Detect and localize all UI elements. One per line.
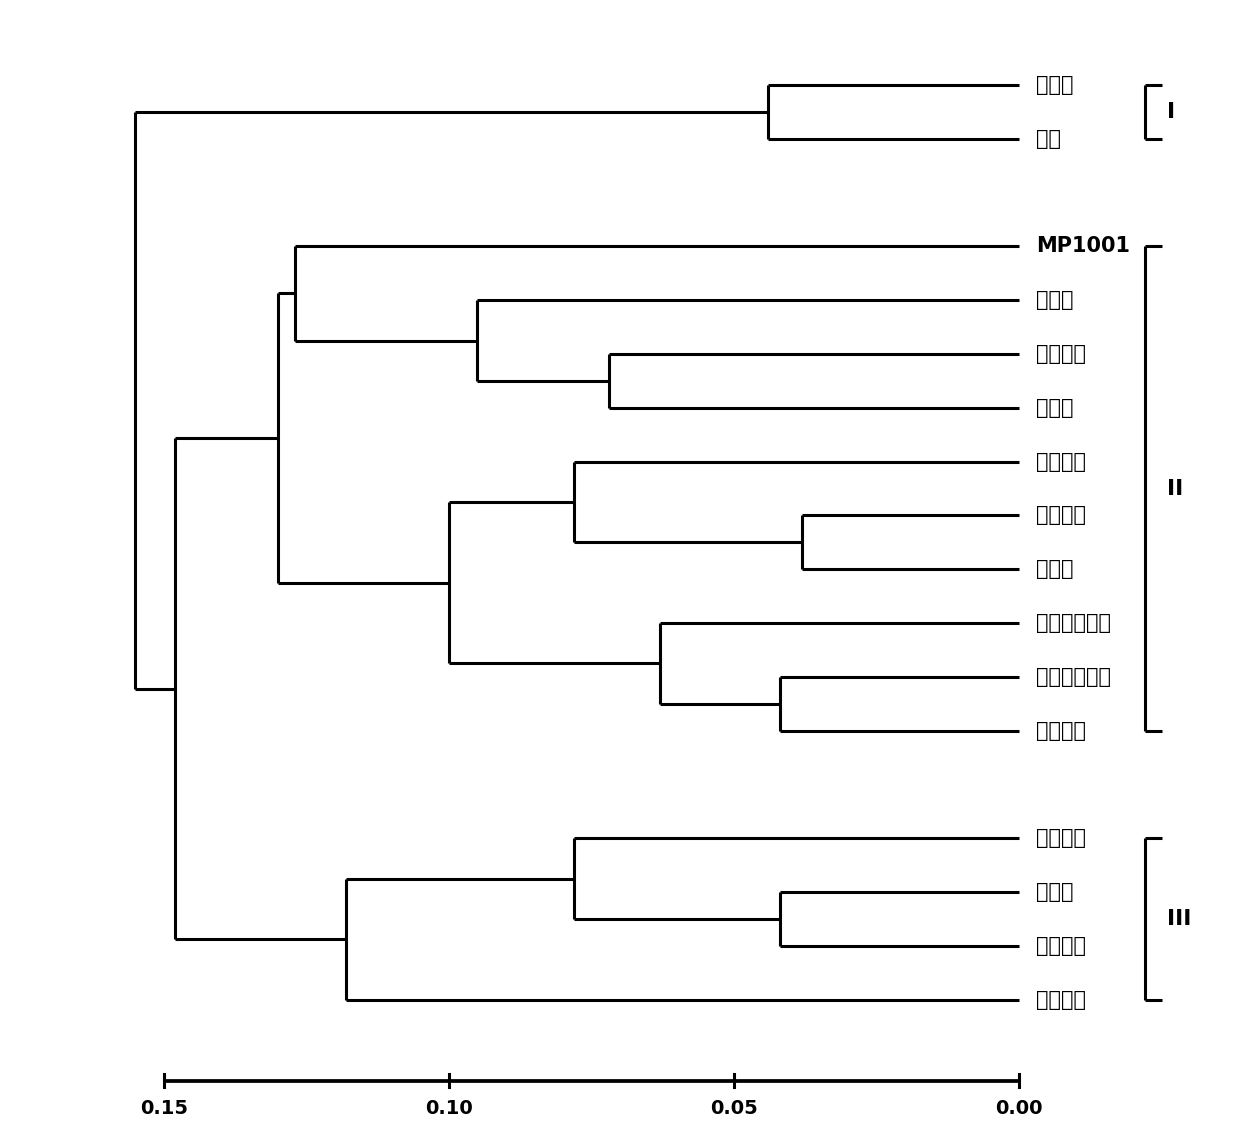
Text: 花叶: 花叶 bbox=[1037, 129, 1061, 149]
Text: 0.15: 0.15 bbox=[140, 1100, 187, 1118]
Text: 景宁白茶２号: 景宁白茶２号 bbox=[1037, 667, 1111, 687]
Text: II: II bbox=[1167, 478, 1184, 499]
Text: I: I bbox=[1167, 102, 1176, 122]
Text: 黄叶宝: 黄叶宝 bbox=[1037, 398, 1074, 417]
Text: 天台白茶: 天台白茶 bbox=[1037, 344, 1086, 364]
Text: 安吉黄茶: 安吉黄茶 bbox=[1037, 451, 1086, 472]
Text: 安吉白茶: 安吉白茶 bbox=[1037, 721, 1086, 741]
Text: 中黄２号: 中黄２号 bbox=[1037, 936, 1086, 957]
Text: 郁金香: 郁金香 bbox=[1037, 290, 1074, 310]
Text: 越乡白茶: 越乡白茶 bbox=[1037, 990, 1086, 1010]
Text: 0.05: 0.05 bbox=[711, 1100, 758, 1118]
Text: 千年雪: 千年雪 bbox=[1037, 559, 1074, 580]
Text: 景宁白茶１号: 景宁白茶１号 bbox=[1037, 614, 1111, 633]
Text: 四明雪芽: 四明雪芽 bbox=[1037, 505, 1086, 526]
Text: III: III bbox=[1167, 909, 1192, 929]
Text: 0.00: 0.00 bbox=[996, 1100, 1043, 1118]
Text: 0.10: 0.10 bbox=[425, 1100, 472, 1118]
Text: 黄金芽: 黄金芽 bbox=[1037, 882, 1074, 902]
Text: 中黄１号: 中黄１号 bbox=[1037, 828, 1086, 848]
Text: MP1001: MP1001 bbox=[1037, 237, 1130, 256]
Text: 黄金菊: 黄金菊 bbox=[1037, 74, 1074, 95]
